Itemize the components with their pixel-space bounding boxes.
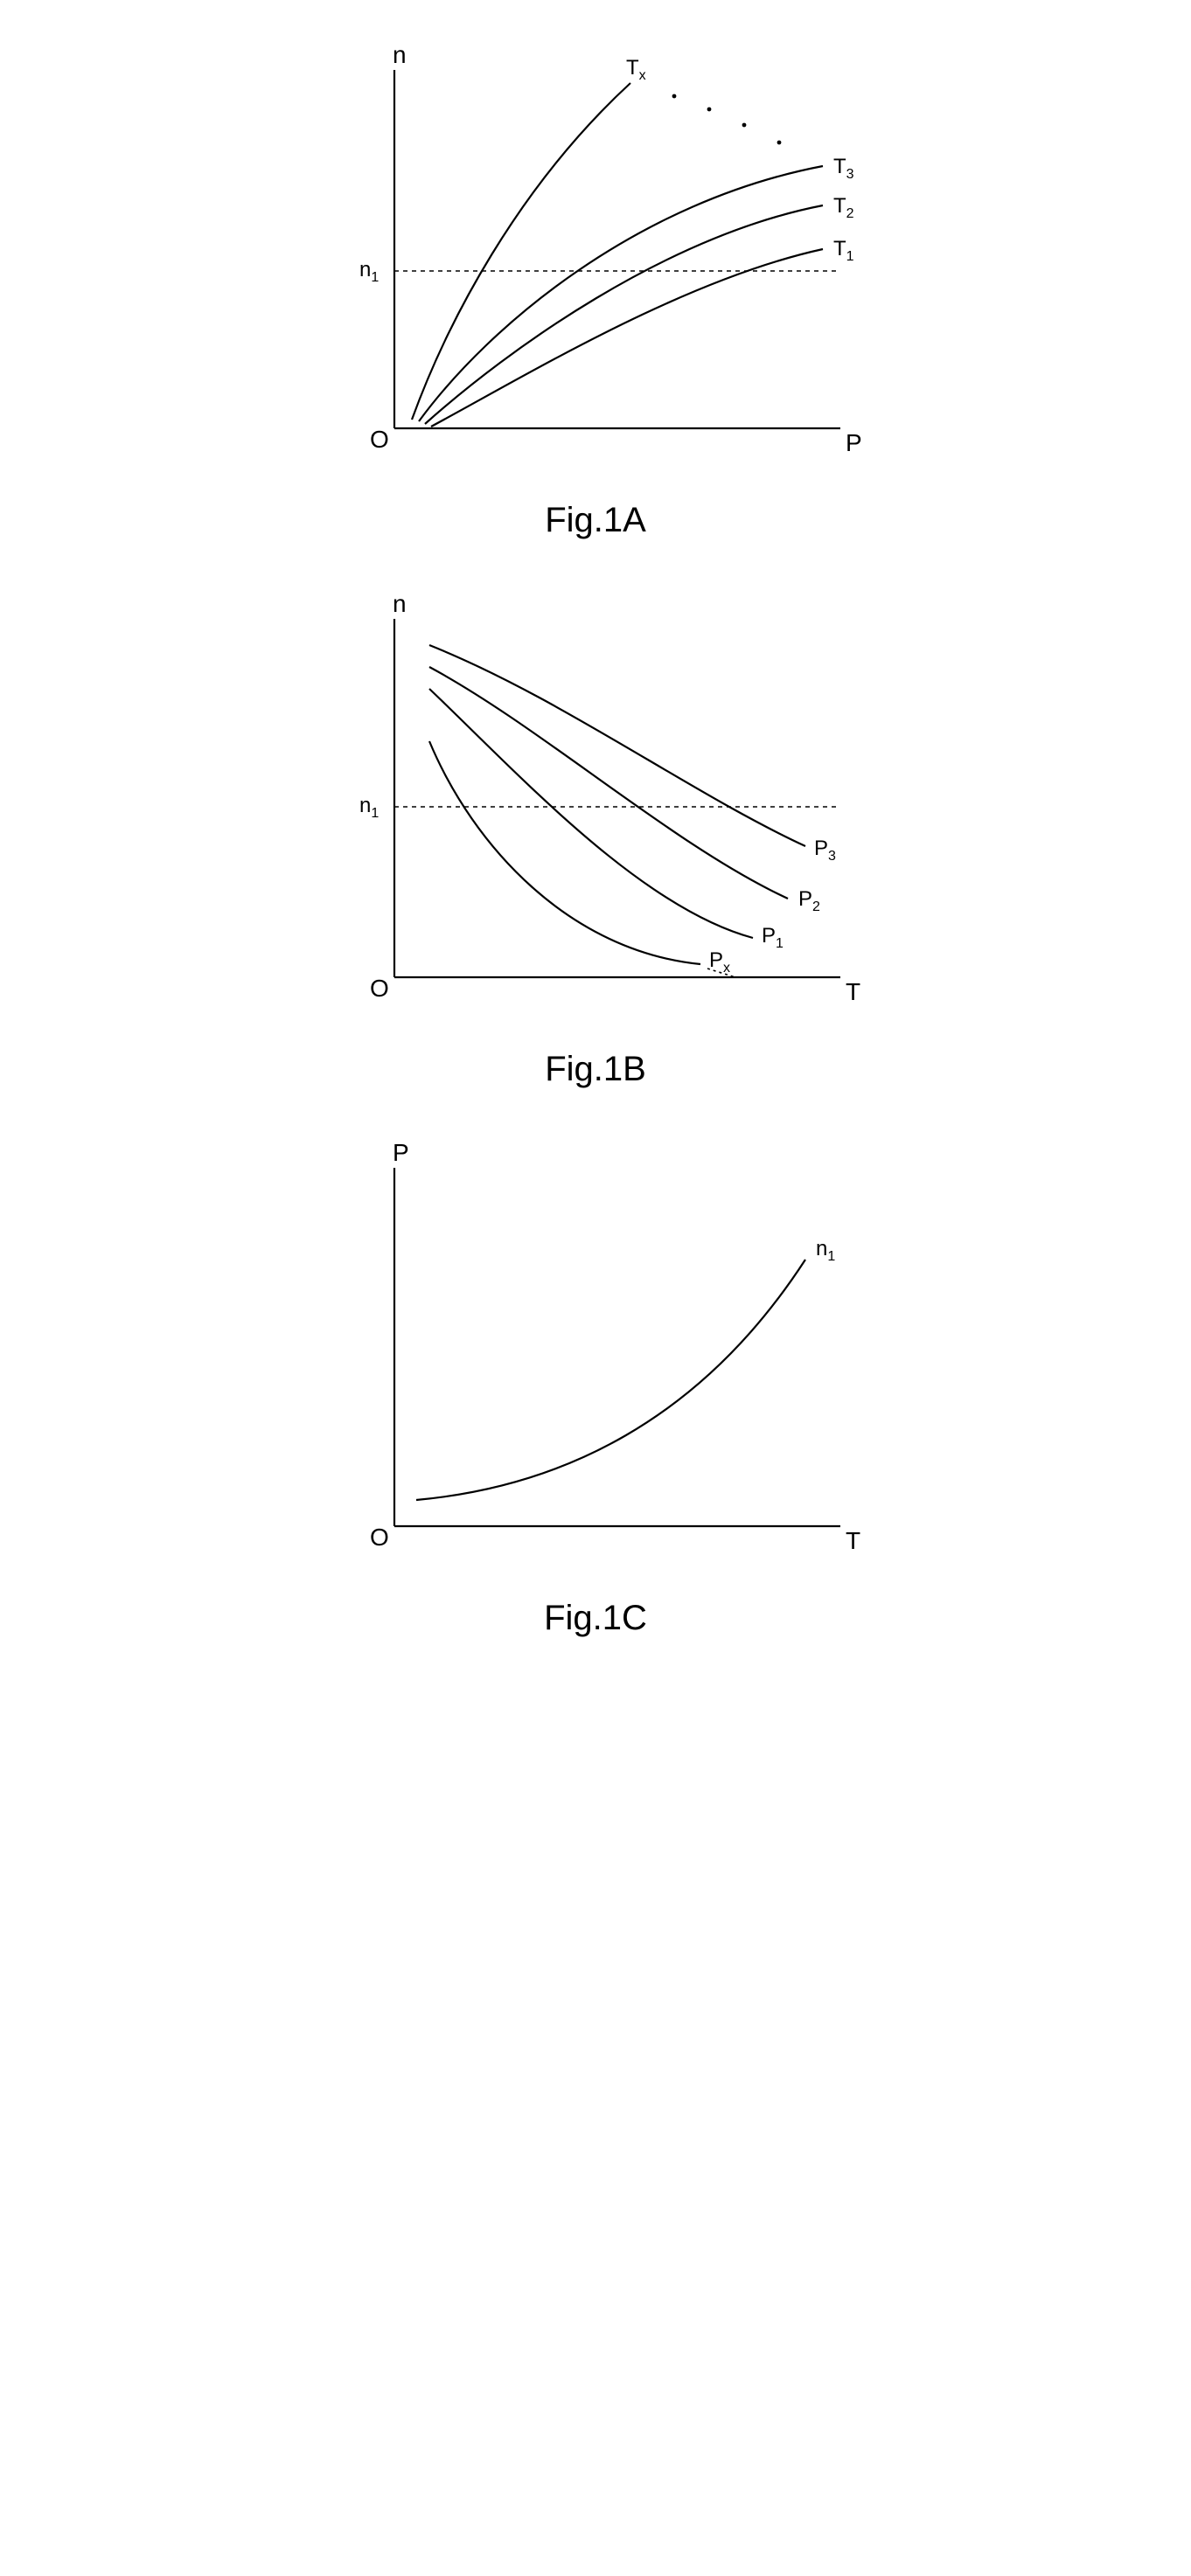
svg-text:P: P bbox=[393, 1139, 409, 1166]
svg-text:T3: T3 bbox=[833, 155, 854, 182]
chart-1a: On Pn1 Tx T3 T2 T1 bbox=[316, 35, 875, 490]
caption-1c: Fig.1C bbox=[316, 1599, 875, 1638]
svg-text:n: n bbox=[393, 590, 407, 617]
svg-text:O: O bbox=[370, 426, 389, 453]
chart-1b: On Tn1 P3 P2 P1 Px bbox=[316, 584, 875, 1038]
svg-text:n: n bbox=[393, 41, 407, 68]
svg-text:n1: n1 bbox=[359, 794, 379, 821]
svg-text:n1: n1 bbox=[816, 1237, 835, 1264]
caption-1b: Fig.1B bbox=[316, 1050, 875, 1089]
svg-text:P3: P3 bbox=[814, 837, 836, 864]
svg-text:T: T bbox=[846, 978, 860, 1005]
svg-text:P1: P1 bbox=[762, 924, 784, 951]
svg-text:T2: T2 bbox=[833, 194, 854, 221]
chart-1c: O P Tn1 bbox=[316, 1133, 875, 1587]
figure-1b: On Tn1 P3 P2 P1 Px Fig.1B bbox=[316, 584, 875, 1115]
svg-text:P2: P2 bbox=[798, 887, 820, 914]
svg-text:T1: T1 bbox=[833, 237, 854, 264]
figure-1a: On Pn1 Tx T3 T2 T1 Fig.1A bbox=[316, 35, 875, 566]
svg-text:O: O bbox=[370, 975, 389, 1002]
svg-text:T: T bbox=[846, 1527, 860, 1554]
caption-1a: Fig.1A bbox=[316, 501, 875, 540]
figure-1c: O P Tn1 Fig.1C bbox=[316, 1133, 875, 1664]
svg-text:Tx: Tx bbox=[626, 56, 646, 83]
svg-text:P: P bbox=[846, 429, 862, 456]
svg-text:Px: Px bbox=[709, 948, 730, 976]
svg-text:n1: n1 bbox=[359, 258, 379, 285]
svg-text:O: O bbox=[370, 1524, 389, 1551]
